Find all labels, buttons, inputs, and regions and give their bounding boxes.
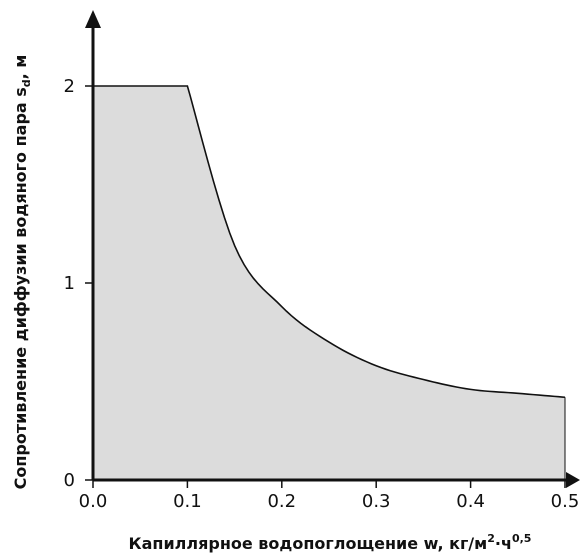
x-ticks: 0.0 0.1 0.2 0.3 0.4 0.5: [79, 480, 580, 512]
x-tick-label: 0.5: [551, 491, 580, 512]
area-fill: [93, 86, 565, 480]
x-tick-label: 0.1: [173, 491, 202, 512]
y-ticks: 0 1 2: [64, 76, 93, 491]
x-axis-title: Капиллярное водопоглощение w, кг/м2·ч0,5: [129, 532, 532, 553]
axes: [85, 10, 580, 488]
x-tick-label: 0.0: [79, 491, 108, 512]
x-axis-arrow: [566, 472, 580, 488]
y-tick-label: 0: [64, 470, 75, 491]
x-tick-label: 0.4: [456, 491, 485, 512]
x-tick-label: 0.3: [362, 491, 391, 512]
y-axis-arrow: [85, 10, 101, 28]
x-tick-label: 0.2: [267, 491, 296, 512]
boundary-curve: [93, 85, 566, 399]
y-tick-label: 2: [64, 76, 75, 97]
y-tick-label: 1: [64, 273, 75, 294]
y-axis-title: Сопротивление диффузии водяного пара sd,…: [11, 55, 33, 490]
